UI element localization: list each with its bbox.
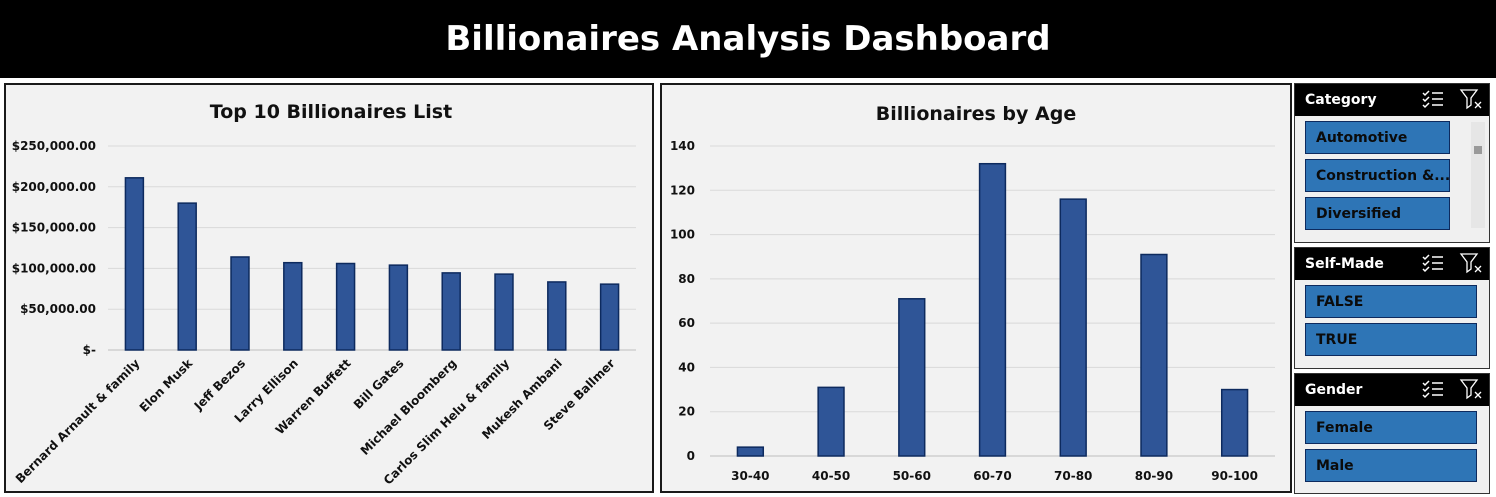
top10-chart: Top 10 Billionaires List $- $50,000.00 $10…: [12, 101, 636, 487]
bar[interactable]: [736, 446, 765, 457]
y-tick-label: $250,000.00: [12, 139, 96, 153]
top10-plot-area: $- $50,000.00 $100,000.00 $150,000.00 $200,0…: [12, 139, 636, 487]
x-tick-label: Jeff Bezos: [191, 356, 248, 413]
category-slicer-header: Category: [1295, 84, 1489, 116]
y-tick-label: $150,000.00: [12, 221, 96, 235]
clear-filter-icon[interactable]: [1459, 252, 1483, 274]
bar[interactable]: [124, 177, 145, 351]
age-chart-title: Billionaires by Age: [876, 103, 1076, 125]
gender-slicer-items: Female Male: [1295, 406, 1489, 482]
x-tick-label: 90-100: [1211, 469, 1258, 483]
x-tick-label: 60-70: [973, 469, 1011, 483]
bar[interactable]: [335, 262, 356, 351]
y-tick-label: 60: [678, 316, 695, 330]
multi-select-icon[interactable]: [1421, 88, 1445, 110]
bar[interactable]: [978, 162, 1007, 457]
self-made-slicer-items: FALSE TRUE: [1295, 280, 1489, 356]
slicer-item-diversified[interactable]: Diversified: [1305, 197, 1450, 230]
y-tick-label: 100: [670, 228, 695, 242]
slicer-item-false[interactable]: FALSE: [1305, 285, 1477, 318]
bar[interactable]: [494, 273, 514, 351]
dashboard-header: Billionaires Analysis Dashboard: [0, 0, 1496, 78]
y-tick-label: $200,000.00: [12, 180, 96, 194]
age-chart-panel[interactable]: Billionaires by Age 0 20 40 60 80 100 120 140 30…: [660, 83, 1292, 493]
x-tick-label: 40-50: [812, 469, 850, 483]
category-scrollbar[interactable]: [1471, 122, 1485, 228]
slicer-item-female[interactable]: Female: [1305, 411, 1477, 444]
multi-select-icon[interactable]: [1421, 378, 1445, 400]
slicer-item-automotive[interactable]: Automotive: [1305, 121, 1450, 154]
category-slicer[interactable]: Category Automotive Construction &... Di…: [1294, 83, 1490, 243]
top10-chart-title: Top 10 Billionaires List: [210, 101, 452, 123]
x-tick-label: 70-80: [1054, 469, 1092, 483]
clear-filter-icon[interactable]: [1459, 88, 1483, 110]
bar[interactable]: [817, 386, 845, 457]
y-tick-label: 0: [687, 449, 695, 463]
bar[interactable]: [898, 298, 926, 457]
gender-slicer[interactable]: Gender Female Male: [1294, 373, 1490, 494]
bar[interactable]: [1059, 198, 1087, 457]
bar[interactable]: [177, 202, 197, 351]
slicer-item-construction[interactable]: Construction &...: [1305, 159, 1450, 192]
gender-slicer-title: Gender: [1305, 382, 1363, 398]
self-made-slicer-title: Self-Made: [1305, 256, 1384, 272]
category-slicer-title: Category: [1305, 92, 1377, 108]
bar[interactable]: [1220, 388, 1249, 457]
y-tick-label: 20: [678, 405, 695, 419]
category-slicer-items: Automotive Construction &... Diversified: [1295, 116, 1489, 230]
bar[interactable]: [441, 272, 461, 351]
y-tick-label: $100,000.00: [12, 261, 96, 275]
top10-chart-panel[interactable]: Top 10 Billionaires List $- $50,000.00 $10…: [4, 83, 654, 493]
x-tick-label: 50-60: [893, 469, 931, 483]
y-tick-label: 140: [670, 139, 695, 153]
bar[interactable]: [547, 281, 567, 351]
x-tick-label: Bernard Arnault & family: [13, 356, 143, 486]
bar[interactable]: [283, 261, 303, 351]
y-tick-label: $50,000.00: [20, 302, 96, 316]
dashboard-title: Billionaires Analysis Dashboard: [445, 19, 1051, 59]
multi-select-icon[interactable]: [1421, 252, 1445, 274]
gender-slicer-header: Gender: [1295, 374, 1489, 406]
slicer-item-male[interactable]: Male: [1305, 449, 1477, 482]
age-plot-area: 0 20 40 60 80 100 120 140 30-40 40-50 50-60 60-70 70…: [670, 139, 1275, 483]
self-made-slicer-header: Self-Made: [1295, 248, 1489, 280]
x-tick-label: 30-40: [731, 469, 769, 483]
category-scroll-thumb[interactable]: [1474, 146, 1482, 154]
bar[interactable]: [230, 256, 250, 351]
x-tick-label: Elon Musk: [137, 356, 196, 415]
y-tick-label: $-: [83, 343, 96, 357]
age-chart: Billionaires by Age 0 20 40 60 80 100 120 140 30…: [670, 103, 1275, 483]
slicer-item-true[interactable]: TRUE: [1305, 323, 1477, 356]
clear-filter-icon[interactable]: [1459, 378, 1483, 400]
bar[interactable]: [599, 283, 620, 351]
bar[interactable]: [388, 264, 409, 351]
x-tick-label: Michael Bloomberg: [358, 356, 460, 458]
x-tick-label: 80-90: [1135, 469, 1173, 483]
y-tick-label: 40: [678, 360, 695, 374]
y-tick-label: 80: [678, 272, 695, 286]
x-tick-label: Bill Gates: [351, 356, 407, 412]
bar[interactable]: [1140, 253, 1168, 457]
y-tick-label: 120: [670, 183, 695, 197]
self-made-slicer[interactable]: Self-Made FALSE TRUE: [1294, 247, 1490, 369]
